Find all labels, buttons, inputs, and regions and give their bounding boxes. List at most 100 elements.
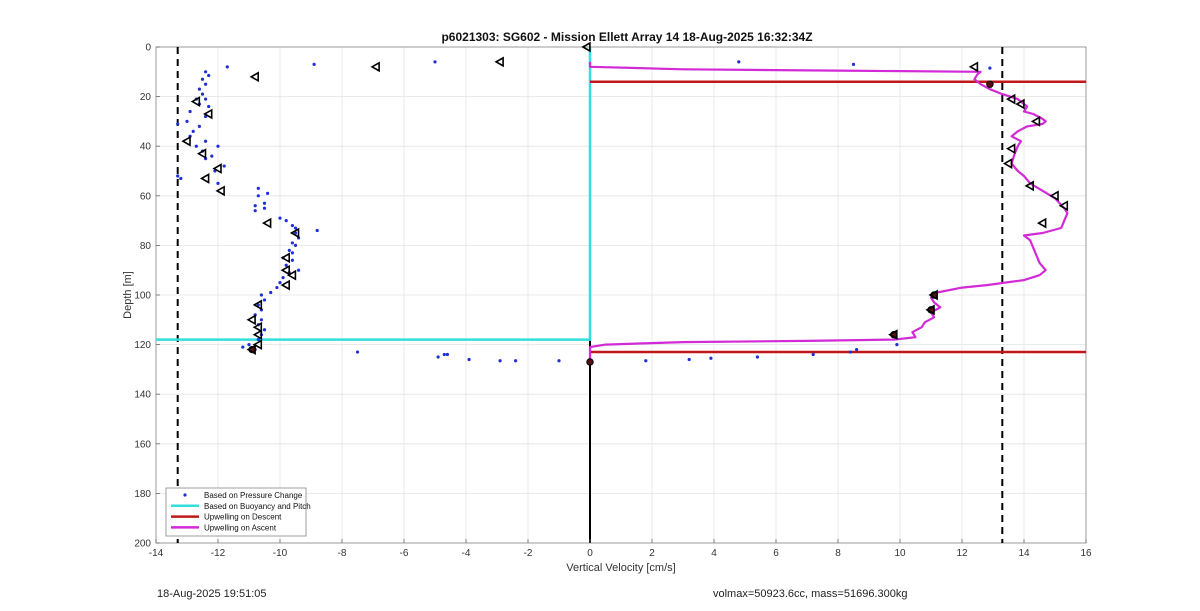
triangle-marker <box>1002 158 1013 169</box>
pressure-change-point <box>811 352 815 357</box>
pressure-change-point <box>262 206 267 210</box>
triangle-marker <box>246 344 256 355</box>
pressure-change-point <box>848 350 853 354</box>
pressure-change-point <box>498 359 502 363</box>
triangle-marker <box>196 148 207 160</box>
footer-info: volmax=50923.6cc, mass=51696.300kg <box>713 588 908 600</box>
pressure-change-point <box>204 139 208 143</box>
triangle-marker <box>1005 93 1016 105</box>
y-axis-ticks: 0 20 40 60 80 100 120 140 160 180 200 <box>134 43 160 550</box>
pressure-change-point <box>204 70 208 74</box>
pressure-change-point <box>259 293 263 297</box>
triangle-marker <box>212 163 222 174</box>
triangle-marker <box>280 252 290 264</box>
pressure-change-point <box>557 359 561 363</box>
pressure-change-point <box>737 60 741 64</box>
pressure-change-point <box>445 352 449 357</box>
x-tick-label: 12 <box>956 548 968 559</box>
pressure-change-point <box>256 194 260 198</box>
series-layer <box>156 41 1086 543</box>
pressure-change-point <box>207 73 211 78</box>
y-tick-label: 200 <box>134 539 151 550</box>
legend-entry-label: Upwelling on Descent <box>204 513 282 522</box>
pressure-change-point <box>262 298 267 302</box>
pressure-change-point <box>179 176 183 181</box>
pressure-change-point <box>188 109 192 114</box>
y-tick-label: 0 <box>145 43 151 54</box>
pressure-change-point <box>185 119 189 123</box>
pressure-change-point <box>275 285 279 290</box>
pressure-change-point <box>293 226 298 230</box>
legend-entry-label: Based on Pressure Change <box>204 491 303 500</box>
triangle-marker <box>1049 190 1059 202</box>
pressure-change-point <box>278 281 282 285</box>
y-tick-label: 180 <box>134 489 151 500</box>
y-tick-label: 80 <box>140 241 152 252</box>
y-tick-label: 160 <box>134 439 151 450</box>
upwelling-ascent-line <box>588 61 1069 362</box>
pressure-change-point <box>256 186 260 190</box>
pressure-change-point <box>225 65 229 69</box>
pressure-change-point <box>259 318 263 322</box>
pressure-change-point <box>687 357 691 362</box>
legend: Based on Pressure Change Based on Buoyanc… <box>165 487 311 537</box>
pressure-change-point <box>176 122 180 126</box>
triangle-marker <box>246 314 256 326</box>
pressure-change-point <box>988 66 992 70</box>
triangle-marker <box>928 289 938 301</box>
pressure-change-point <box>176 174 180 178</box>
triangle-marker <box>215 185 225 197</box>
triangle-marker <box>494 56 504 68</box>
pressure-change-point <box>315 228 319 233</box>
pressure-change-point <box>895 343 899 347</box>
pressure-change-point <box>442 352 446 357</box>
pressure-change-point <box>256 303 260 307</box>
pressure-change-point <box>266 191 270 195</box>
x-tick-label: -14 <box>149 548 164 559</box>
pressure-change-point <box>197 124 201 128</box>
grid <box>155 46 1087 544</box>
pressure-change-point <box>284 219 288 223</box>
pressure-change-point <box>256 338 260 342</box>
triangle-marker <box>203 108 213 120</box>
x-tick-label: -4 <box>462 548 471 559</box>
pressure-change-point <box>287 248 291 252</box>
triangle-marker <box>249 71 259 83</box>
filled-marker <box>986 80 994 88</box>
pressure-change-point <box>262 328 267 332</box>
x-tick-label: -8 <box>338 548 347 559</box>
x-tick-label: 14 <box>1018 548 1030 559</box>
pressure-change-point <box>191 129 195 133</box>
pressure-change-point <box>216 144 220 148</box>
plot-area <box>155 41 1087 544</box>
triangle-marker <box>1015 98 1025 110</box>
pressure-change-point <box>290 223 294 228</box>
triangle-marker <box>280 264 290 276</box>
pressure-change-point <box>284 263 288 267</box>
pressure-change-point <box>297 268 301 272</box>
triangle-marker <box>252 329 263 341</box>
pressure-change-point <box>241 345 245 349</box>
pressure-change-point <box>644 359 648 363</box>
pressure-change-point <box>222 164 226 168</box>
pressure-change-point <box>281 276 285 280</box>
pressure-change-point <box>197 87 201 91</box>
triangle-marker <box>280 279 290 291</box>
pressure-change-point <box>290 251 294 255</box>
pressure-change-point <box>467 357 471 362</box>
pressure-change-point <box>293 243 298 247</box>
triangle-marker <box>286 269 297 281</box>
y-tick-label: 120 <box>134 340 151 351</box>
footer-timestamp: 18-Aug-2025 19:51:05 <box>157 588 267 600</box>
pressure-change-point <box>433 60 437 64</box>
y-tick-label: 140 <box>134 390 151 401</box>
pressure-change-point <box>355 350 360 354</box>
pressure-change-point <box>204 97 208 101</box>
triangle-marker <box>289 227 300 239</box>
x-tick-label: 0 <box>587 548 593 559</box>
triangle-marker <box>190 96 201 107</box>
triangle-marker <box>252 321 263 333</box>
pressure-change-point <box>755 355 760 359</box>
pressure-change-point <box>855 347 859 352</box>
